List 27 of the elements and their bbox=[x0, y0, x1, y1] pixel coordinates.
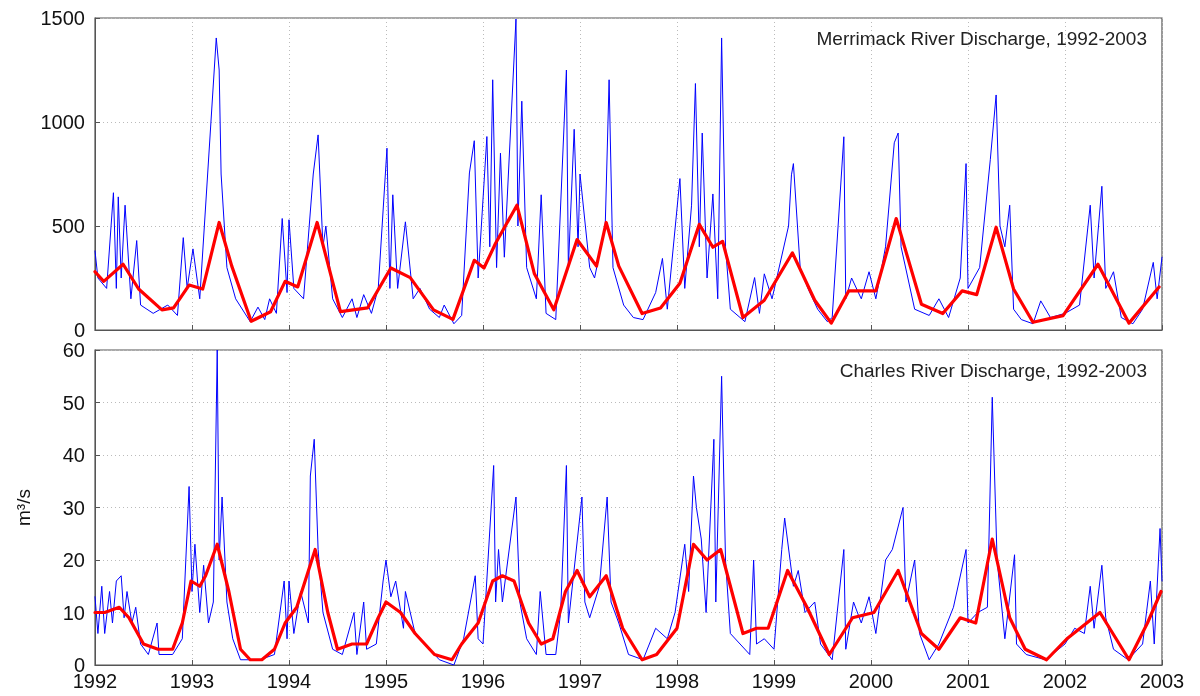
y-tick-label: 500 bbox=[51, 215, 85, 237]
line-series bbox=[93, 537, 1163, 662]
x-tick-label: 1996 bbox=[460, 670, 506, 692]
x-tick-label: 2001 bbox=[945, 670, 991, 692]
y-tick-label: 20 bbox=[62, 549, 85, 571]
line-series bbox=[94, 349, 1163, 666]
y-tick-label: 1500 bbox=[40, 7, 85, 29]
line-series bbox=[93, 203, 1161, 325]
y-tick-label: 30 bbox=[62, 496, 85, 519]
x-tick-label: 2000 bbox=[848, 670, 894, 692]
y-tick-label: 40 bbox=[62, 444, 85, 466]
y-tick-label: 1000 bbox=[40, 111, 85, 133]
x-tick-label: 1998 bbox=[654, 670, 700, 692]
x-tick-label: 1994 bbox=[266, 670, 312, 692]
text: Merrimack River Discharge, 1992-2003 bbox=[816, 28, 1147, 49]
x-tick-label: 1995 bbox=[363, 670, 409, 692]
y-tick-label: 50 bbox=[62, 391, 85, 414]
x-tick-label: 2003 bbox=[1139, 670, 1185, 692]
y-tick-label: 10 bbox=[62, 601, 85, 624]
text: Charles River Discharge, 1992-2003 bbox=[839, 360, 1148, 381]
x-tick-label: 1999 bbox=[751, 670, 797, 692]
y-axis-title: m³/s bbox=[13, 489, 34, 526]
y-tick-label: 60 bbox=[62, 339, 85, 361]
x-tick-label: 1997 bbox=[557, 670, 603, 692]
x-tick-label: 1993 bbox=[169, 670, 215, 692]
y-tick-label: 0 bbox=[73, 319, 85, 341]
x-tick-label: 2002 bbox=[1042, 670, 1088, 692]
